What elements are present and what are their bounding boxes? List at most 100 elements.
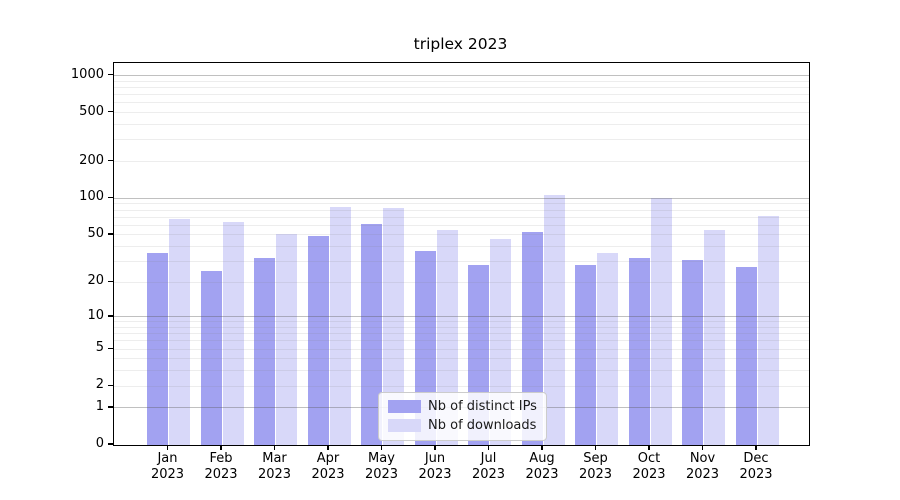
x-tick-mark — [380, 445, 383, 450]
legend-label-downloads: Nb of downloads — [428, 418, 537, 433]
bar-distinct-ips — [254, 258, 275, 445]
y-tick-mark — [108, 74, 114, 76]
gridline — [114, 224, 809, 226]
gridline — [114, 358, 809, 360]
y-tick-label: 20 — [87, 273, 104, 289]
chart-title: triplex 2023 — [413, 35, 508, 53]
legend-item-distinct-ips: Nb of distinct IPs — [388, 399, 537, 414]
x-tick-label: Apr 2023 — [311, 451, 345, 482]
x-tick-mark — [273, 445, 276, 450]
gridline — [114, 139, 809, 141]
y-tick-mark — [108, 159, 114, 162]
legend-swatch-downloads — [388, 418, 421, 433]
bar-downloads — [383, 208, 404, 445]
gridline — [114, 209, 809, 211]
bar-downloads — [329, 206, 351, 445]
bar-downloads — [704, 229, 725, 445]
y-tick-label: 500 — [79, 103, 104, 119]
gridline — [114, 316, 809, 318]
gridline — [114, 87, 809, 89]
bar-downloads — [597, 253, 618, 445]
y-tick-label: 10 — [87, 307, 104, 323]
x-tick-label: Jul 2023 — [471, 451, 506, 482]
legend-item-downloads: Nb of downloads — [388, 418, 537, 433]
gridline — [114, 102, 809, 104]
gridline — [114, 216, 809, 218]
y-tick-mark — [108, 315, 114, 317]
gridline — [114, 348, 809, 350]
y-tick-mark — [108, 347, 114, 349]
gridline — [114, 203, 809, 205]
gridline — [114, 281, 809, 283]
gridline — [114, 161, 809, 163]
legend: Nb of distinct IPs Nb of downloads — [378, 392, 547, 441]
bar-downloads — [436, 229, 458, 445]
gridline — [114, 94, 809, 96]
bar-distinct-ips — [307, 235, 329, 445]
bar-distinct-ips — [575, 265, 596, 445]
y-tick-mark — [108, 406, 114, 408]
bar-distinct-ips — [521, 231, 543, 445]
gridline — [114, 340, 809, 342]
gridline — [114, 385, 809, 387]
gridline — [114, 112, 809, 114]
x-tick-label: Dec 2023 — [739, 451, 773, 482]
y-tick-label: 0 — [95, 436, 104, 451]
gridline — [114, 124, 809, 126]
x-tick-mark — [594, 445, 597, 450]
y-tick-label: 100 — [79, 189, 104, 205]
gridline — [114, 246, 809, 247]
x-tick-label: Oct 2023 — [632, 451, 666, 482]
gridline — [114, 75, 809, 77]
x-tick-mark — [701, 445, 704, 450]
y-tick-label: 2 — [95, 377, 104, 393]
bar-downloads — [757, 216, 779, 445]
bar-distinct-ips — [735, 266, 757, 445]
gridline — [114, 80, 809, 82]
x-tick-label: May 2023 — [364, 451, 399, 482]
bar-downloads — [543, 195, 565, 445]
x-tick-mark — [648, 445, 650, 450]
x-tick-label: Jun 2023 — [418, 451, 452, 482]
bar-downloads — [222, 221, 244, 445]
y-tick-label: 50 — [87, 225, 104, 241]
x-tick-mark — [487, 445, 490, 450]
gridline — [114, 234, 809, 236]
x-tick-mark — [755, 445, 757, 450]
legend-label-distinct-ips: Nb of distinct IPs — [428, 399, 537, 414]
y-tick-mark — [108, 443, 114, 445]
gridline — [114, 327, 809, 329]
x-tick-label: Feb 2023 — [204, 451, 238, 482]
x-tick-label: Aug 2023 — [525, 451, 559, 482]
y-tick-mark — [108, 111, 114, 113]
bar-distinct-ips — [147, 253, 168, 445]
gridline — [114, 321, 809, 323]
bar-distinct-ips — [361, 223, 382, 445]
x-tick-label: Jan 2023 — [150, 451, 185, 482]
y-tick-label: 1 — [95, 398, 104, 414]
x-tick-label: Sep 2023 — [578, 451, 613, 482]
y-tick-label: 200 — [79, 152, 104, 168]
x-tick-mark — [220, 445, 222, 450]
y-tick-label: 5 — [95, 340, 104, 356]
x-tick-mark — [327, 445, 329, 450]
y-tick-mark — [108, 233, 114, 235]
x-tick-mark — [541, 445, 543, 450]
x-tick-label: Mar 2023 — [257, 451, 292, 482]
y-tick-mark — [108, 196, 114, 198]
gridline — [114, 333, 809, 335]
gridline — [114, 260, 809, 262]
bar-distinct-ips — [628, 258, 650, 445]
y-tick-mark — [108, 384, 114, 386]
grid-layer — [114, 63, 809, 445]
bar-downloads — [169, 219, 190, 445]
bar-downloads — [650, 197, 672, 445]
bar-distinct-ips — [682, 259, 703, 445]
gridline — [114, 370, 809, 372]
x-tick-mark — [166, 445, 169, 450]
y-tick-label: 1000 — [70, 66, 104, 82]
bar-downloads — [276, 233, 297, 445]
gridline — [114, 197, 809, 199]
x-tick-mark — [434, 445, 436, 450]
